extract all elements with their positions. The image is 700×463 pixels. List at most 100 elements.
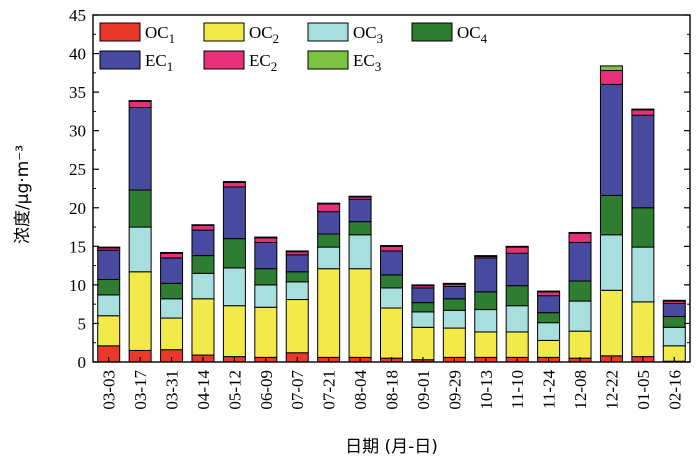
bar-segment-ec3-08-18 (380, 245, 403, 247)
bar-segment-oc2-04-14 (191, 298, 215, 356)
bar-segment-oc3-10-13 (474, 309, 498, 333)
x-tick-label: 04-14 (194, 370, 213, 410)
bar-segment-oc2-06-09 (254, 306, 278, 358)
bar-segment-ec1-09-01 (411, 287, 435, 304)
bar-segment-ec3-03-17 (128, 100, 152, 102)
bar-segment-ec1-08-18 (380, 250, 403, 276)
legend-swatch-oc4 (411, 22, 453, 42)
bar-segment-oc3-12-08 (568, 300, 592, 332)
y-axis: 0 5 10 15 20 25 30 35 40 45 (69, 6, 690, 372)
bar-segment-oc2-11-10 (505, 331, 529, 358)
bar-segment-ec2-08-18 (380, 245, 403, 252)
bar-segment-oc2-08-04 (348, 268, 372, 358)
bar-segment-ec1-04-14 (191, 229, 215, 257)
x-tick-label: 03-17 (131, 370, 150, 410)
bar-segment-oc3-08-18 (380, 287, 403, 309)
bar-segment-oc4-12-08 (568, 280, 592, 302)
legend-label-ec3: EC3 (353, 51, 381, 74)
legend-label-oc2: OC2 (249, 23, 279, 46)
legend-swatch-oc3 (307, 22, 349, 42)
bar-segment-ec3-03-31 (160, 252, 184, 254)
y-axis-label: 浓度/μg·m⁻³ (13, 145, 33, 244)
bar-segment-ec1-03-17 (128, 107, 152, 191)
x-axis: 03-03 03-17 03-31 04-14 05-12 06-09 07-07 07-21… (100, 357, 684, 410)
x-tick-label: 03-31 (163, 370, 182, 410)
x-tick-label: 01-05 (634, 370, 653, 410)
bar-segment-oc2-07-21 (317, 268, 341, 358)
bar-segment-oc2-05-12 (222, 305, 246, 358)
bar-segment-oc3-07-07 (285, 281, 309, 301)
x-tick-label: 10-13 (477, 370, 496, 410)
bar-segment-oc2-10-13 (474, 331, 498, 358)
bar-segment-ec1-08-04 (348, 198, 372, 223)
bar-segment-ec2-12-08 (568, 232, 592, 243)
bar-segment-oc3-03-03 (97, 294, 121, 317)
x-tick-label: 09-29 (445, 370, 464, 410)
x-tick-label: 07-21 (320, 370, 339, 410)
x-tick-label: 11-10 (508, 370, 527, 409)
bars-layer (97, 65, 686, 363)
y-tick-label: 5 (78, 314, 87, 333)
bar-segment-ec3-09-29 (442, 282, 466, 285)
bar-segment-oc3-04-14 (191, 272, 215, 300)
bar-segment-oc4-03-17 (128, 189, 152, 228)
bar-segment-ec2-05-12 (222, 181, 246, 188)
bar-segment-ec1-07-21 (317, 211, 341, 235)
x-axis-label: 日期 (月-日) (345, 437, 438, 457)
x-tick-label: 08-04 (351, 370, 370, 410)
bar-segment-ec3-07-21 (317, 202, 341, 205)
bar-segment-ec2-07-21 (317, 203, 341, 213)
bar-segment-oc4-03-03 (97, 278, 121, 296)
bar-segment-oc4-08-18 (380, 274, 403, 289)
bar-segment-oc4-09-01 (411, 302, 435, 313)
bar-segment-ec3-10-13 (474, 255, 498, 257)
bar-segment-oc3-06-09 (254, 284, 278, 308)
bar-segment-ec3-04-14 (191, 224, 215, 227)
legend-label-ec2: EC2 (249, 51, 277, 74)
bar-segment-oc4-02-16 (662, 316, 686, 328)
x-tick-label: 03-03 (100, 370, 119, 410)
bar-segment-oc4-09-29 (442, 298, 466, 311)
bar-segment-oc4-10-13 (474, 291, 498, 311)
x-tick-label: 11-24 (540, 370, 559, 410)
bar-segment-ec2-06-09 (254, 237, 278, 243)
bar-segment-oc2-03-03 (97, 315, 121, 347)
bar-segment-oc4-11-24 (537, 312, 561, 324)
y-tick-label: 25 (69, 160, 86, 179)
legend-label-ec1: EC1 (145, 51, 173, 74)
bar-segment-oc3-11-24 (537, 322, 561, 341)
bar-segment-ec2-12-22 (599, 70, 623, 85)
bar-segment-ec3-05-12 (222, 181, 246, 183)
y-tick-label: 40 (69, 45, 86, 64)
bar-segment-oc4-05-12 (222, 238, 246, 269)
bar-segment-oc4-11-10 (505, 285, 529, 307)
legend-swatch-ec3 (307, 50, 349, 70)
bar-segment-oc3-03-17 (128, 226, 152, 273)
y-tick-label: 15 (69, 237, 86, 256)
x-tick-label: 07-07 (288, 370, 307, 410)
bar-segment-oc4-01-05 (631, 207, 655, 248)
x-tick-label: 12-22 (602, 370, 621, 410)
bar-segment-ec1-12-22 (599, 83, 623, 196)
y-tick-label: 30 (69, 122, 86, 141)
bar-segment-ec3-08-04 (348, 195, 372, 198)
bar-segment-ec2-01-05 (631, 109, 655, 116)
bar-segment-ec1-07-07 (285, 254, 309, 273)
bar-segment-ec1-10-13 (474, 257, 498, 293)
bar-segment-ec3-03-03 (97, 246, 121, 249)
bar-segment-ec2-03-17 (128, 100, 152, 109)
bar-segment-oc4-12-22 (599, 194, 623, 236)
legend-swatch-oc1 (99, 22, 141, 42)
bar-segment-ec1-06-09 (254, 241, 278, 270)
x-tick-label: 08-18 (383, 370, 402, 410)
bar-segment-ec1-12-08 (568, 241, 592, 282)
legend-label-oc1: OC1 (145, 23, 175, 46)
bar-segment-ec3-07-07 (285, 250, 309, 253)
bar-segment-oc2-08-18 (380, 307, 403, 359)
bar-segment-ec1-11-10 (505, 252, 529, 287)
legend-swatch-ec2 (203, 50, 245, 70)
bar-segment-oc3-01-05 (631, 246, 655, 303)
legend-swatch-ec1 (99, 50, 141, 70)
bar-segment-oc2-09-29 (442, 327, 466, 358)
bar-segment-ec3-02-16 (662, 299, 686, 302)
